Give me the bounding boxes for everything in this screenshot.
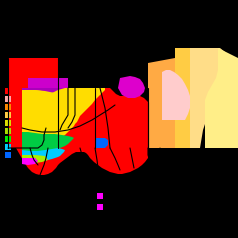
Polygon shape	[68, 88, 90, 122]
Polygon shape	[22, 155, 48, 163]
Polygon shape	[58, 88, 68, 108]
Polygon shape	[8, 138, 148, 175]
Polygon shape	[8, 58, 148, 148]
Polygon shape	[162, 70, 190, 120]
Polygon shape	[22, 158, 38, 165]
Polygon shape	[22, 148, 65, 161]
Polygon shape	[190, 48, 230, 148]
FancyBboxPatch shape	[5, 128, 11, 134]
Polygon shape	[175, 48, 218, 148]
FancyBboxPatch shape	[97, 204, 103, 210]
Polygon shape	[22, 132, 74, 153]
Polygon shape	[205, 48, 238, 148]
FancyBboxPatch shape	[5, 144, 11, 150]
FancyBboxPatch shape	[5, 136, 11, 142]
Polygon shape	[95, 138, 108, 148]
Polygon shape	[148, 63, 183, 148]
Polygon shape	[22, 88, 105, 142]
FancyBboxPatch shape	[5, 96, 11, 102]
Polygon shape	[8, 58, 58, 148]
FancyBboxPatch shape	[5, 88, 11, 94]
FancyBboxPatch shape	[5, 112, 11, 118]
FancyBboxPatch shape	[97, 193, 103, 199]
FancyBboxPatch shape	[5, 152, 11, 158]
Polygon shape	[22, 88, 100, 113]
FancyBboxPatch shape	[5, 120, 11, 126]
FancyBboxPatch shape	[5, 104, 11, 110]
Polygon shape	[118, 76, 145, 98]
Polygon shape	[22, 88, 105, 133]
Polygon shape	[28, 78, 68, 93]
Polygon shape	[148, 58, 193, 148]
